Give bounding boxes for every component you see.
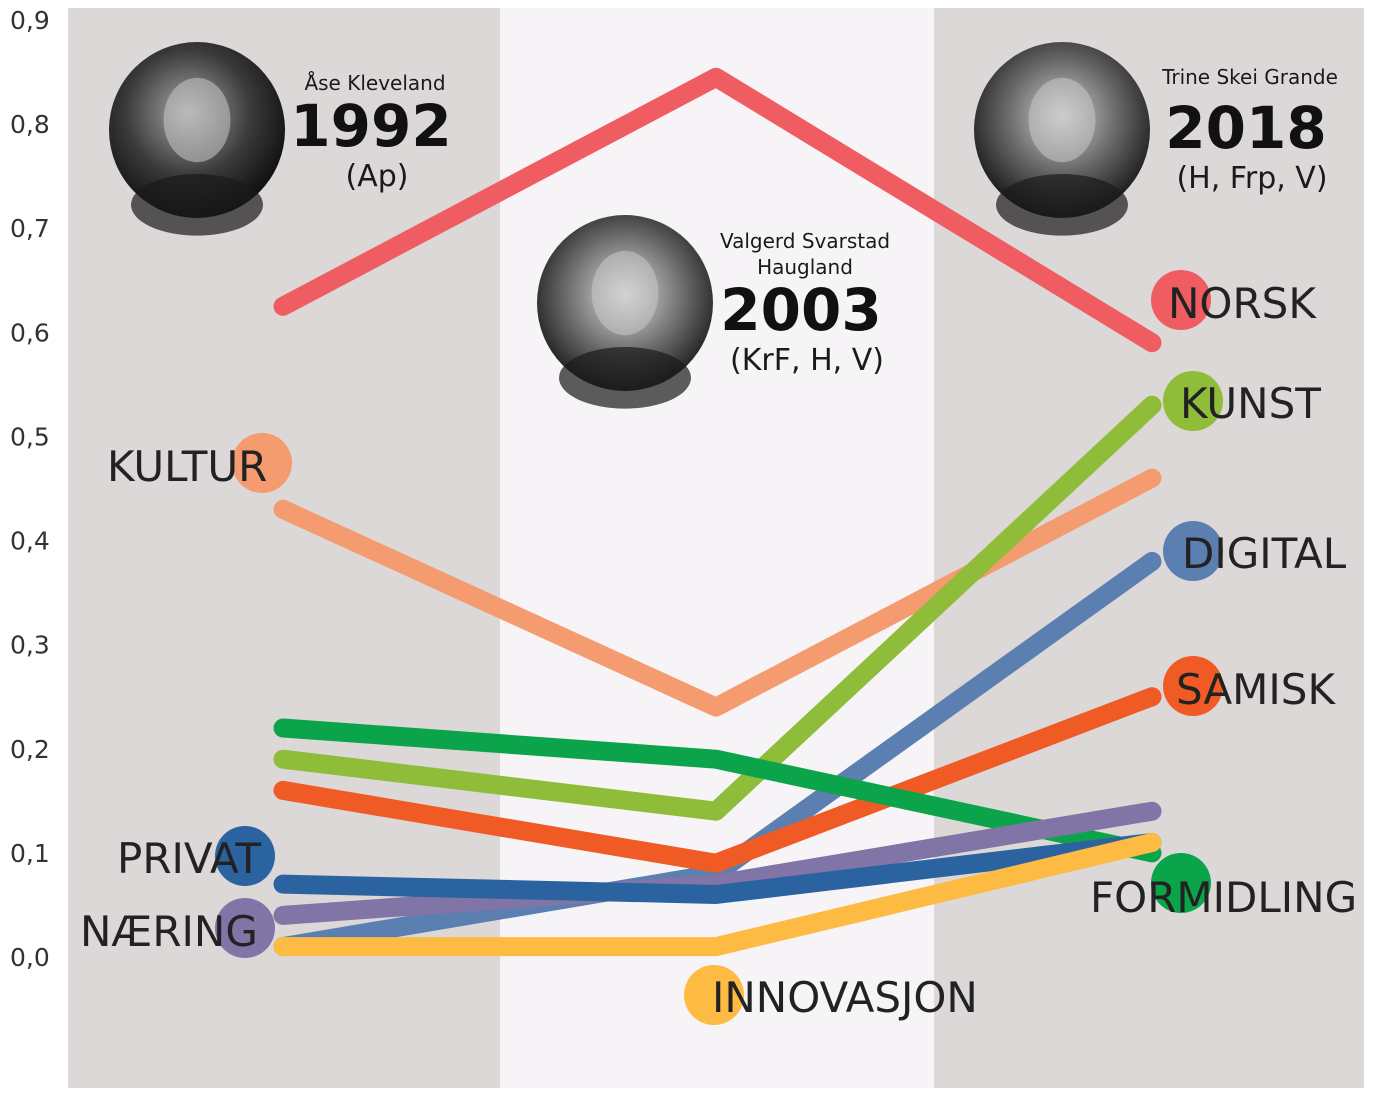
y-tick-label: 0,3 xyxy=(10,631,50,660)
series-line-kultur xyxy=(273,468,1162,717)
series-line-samisk xyxy=(273,687,1162,873)
series-label-privat: PRIVAT xyxy=(117,834,261,883)
series-label-innovasjon: INNOVASJON xyxy=(712,973,978,1022)
series-line-formidling xyxy=(273,718,1162,863)
series-label-kunst: KUNST xyxy=(1180,379,1321,428)
party-label: (Ap) xyxy=(346,159,409,194)
minister-name: Valgerd Svarstad Haugland xyxy=(720,229,890,279)
legend-dot-kunst xyxy=(1163,371,1223,431)
series-label-samisk: SAMISK xyxy=(1176,665,1336,714)
series-line-norsk xyxy=(273,67,1162,353)
y-tick-label: 0,8 xyxy=(10,110,50,139)
portrait-1992 xyxy=(109,42,285,236)
period-year: 2018 xyxy=(1165,94,1326,162)
minister-name: Trine Skei Grande xyxy=(1161,65,1338,89)
series-label-kultur: KULTUR xyxy=(107,442,267,491)
series-line-digital xyxy=(273,551,1162,957)
series-label-norsk: NORSK xyxy=(1168,279,1317,328)
series-label-formidling: FORMIDLING xyxy=(1090,873,1357,922)
party-label: (KrF, H, V) xyxy=(730,343,884,378)
series-line-privat xyxy=(273,833,1162,904)
period-year: 2003 xyxy=(720,276,881,344)
legend-dot-norsk xyxy=(1151,270,1211,330)
series-line-innovasjon xyxy=(273,833,1162,957)
series-label-naering: NÆRING xyxy=(80,907,258,956)
y-tick-label: 0,6 xyxy=(10,318,50,347)
legend-dot-innovasjon xyxy=(684,965,744,1025)
legend-dot-digital xyxy=(1163,521,1223,581)
y-tick-label: 0,5 xyxy=(10,422,50,451)
y-tick-label: 0,9 xyxy=(10,6,50,35)
party-label: (H, Frp, V) xyxy=(1176,161,1327,196)
minister-name: Åse Kleveland xyxy=(304,71,445,95)
portrait-2003 xyxy=(537,215,713,409)
portrait-2018 xyxy=(974,42,1150,236)
y-tick-label: 0,4 xyxy=(10,527,50,556)
period-year: 1992 xyxy=(290,92,451,160)
legend-dot-privat xyxy=(215,826,275,886)
legend-dot-formidling xyxy=(1151,853,1211,913)
y-tick-label: 0,1 xyxy=(10,839,50,868)
legend-dot-kultur xyxy=(232,433,292,493)
legend-dot-naering xyxy=(215,898,275,958)
series-label-digital: DIGITAL xyxy=(1182,529,1347,578)
y-tick-label: 0,7 xyxy=(10,214,50,243)
legend-dot-samisk xyxy=(1163,656,1223,716)
y-tick-label: 0,2 xyxy=(10,735,50,764)
y-tick-label: 0,0 xyxy=(10,943,50,972)
series-line-kunst xyxy=(273,395,1162,821)
series-line-naering xyxy=(273,801,1162,925)
